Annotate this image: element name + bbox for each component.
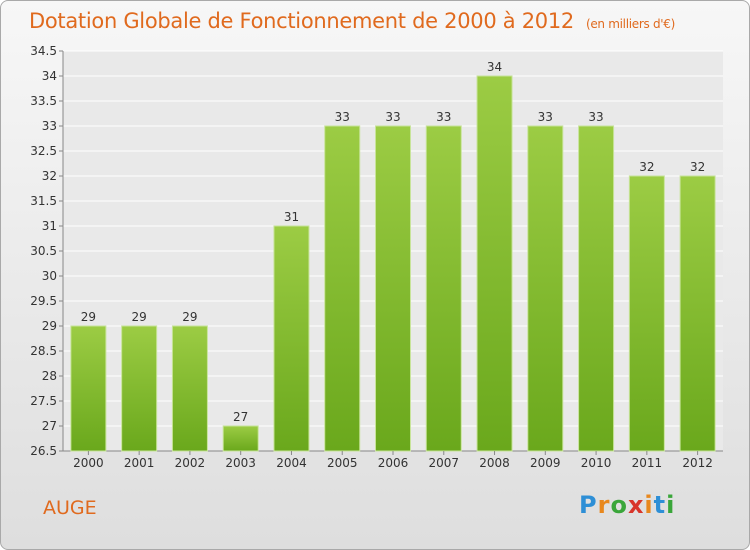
x-tick-label: 2008 xyxy=(479,456,510,470)
commune-name: AUGE xyxy=(43,497,97,519)
y-tick-label: 29.5 xyxy=(30,294,57,308)
y-tick-label: 27.5 xyxy=(30,394,57,408)
logo-letter: t xyxy=(653,491,667,519)
bar-value-label: 29 xyxy=(182,310,197,324)
logo-letter: i xyxy=(644,491,654,519)
bar xyxy=(425,125,462,452)
y-tick-label: 26.5 xyxy=(30,444,57,458)
bar xyxy=(222,425,259,452)
proxiti-logo: Proxiti xyxy=(579,491,675,519)
bar xyxy=(679,175,716,452)
y-tick-label: 30 xyxy=(42,269,57,283)
y-tick-label: 28.5 xyxy=(30,344,57,358)
bar-value-label: 34 xyxy=(487,60,502,74)
y-tick-label: 30.5 xyxy=(30,244,57,258)
x-tick-label: 2007 xyxy=(428,456,459,470)
y-tick-label: 34.5 xyxy=(30,44,57,58)
x-tick-label: 2006 xyxy=(378,456,409,470)
x-tick-label: 2002 xyxy=(175,456,206,470)
bar-value-label: 31 xyxy=(284,210,299,224)
bar xyxy=(324,125,361,452)
bar-value-label: 33 xyxy=(385,110,400,124)
y-tick-label: 28 xyxy=(42,369,57,383)
y-tick-label: 33 xyxy=(42,119,57,133)
bar xyxy=(171,325,208,452)
x-tick-label: 2011 xyxy=(632,456,663,470)
bar xyxy=(628,175,665,452)
y-tick-label: 29 xyxy=(42,319,57,333)
bar xyxy=(476,75,513,452)
bar-value-label: 29 xyxy=(132,310,147,324)
y-tick-label: 34 xyxy=(42,69,57,83)
x-tick-label: 2012 xyxy=(682,456,713,470)
bar-value-label: 32 xyxy=(690,160,705,174)
y-tick-label: 31 xyxy=(42,219,57,233)
x-tick-label: 2004 xyxy=(276,456,307,470)
bar-value-label: 33 xyxy=(335,110,350,124)
bar xyxy=(121,325,158,452)
bar-value-label: 32 xyxy=(639,160,654,174)
bar-value-label: 33 xyxy=(436,110,451,124)
logo-letter: x xyxy=(627,491,645,519)
y-tick-label: 27 xyxy=(42,419,57,433)
bar xyxy=(578,125,615,452)
x-tick-label: 2009 xyxy=(530,456,561,470)
x-tick-label: 2005 xyxy=(327,456,358,470)
bar-value-label: 33 xyxy=(588,110,603,124)
x-tick-label: 2010 xyxy=(581,456,612,470)
y-tick-label: 31.5 xyxy=(30,194,57,208)
bar xyxy=(273,225,310,452)
logo-letter: r xyxy=(597,491,611,519)
x-tick-label: 2001 xyxy=(124,456,155,470)
bar xyxy=(375,125,411,452)
logo-letter: P xyxy=(579,491,598,519)
bar-value-label: 27 xyxy=(233,410,248,424)
bar-value-label: 29 xyxy=(81,310,96,324)
bar-value-label: 33 xyxy=(538,110,553,124)
chart-subtitle: (en milliers d'€) xyxy=(585,17,675,31)
bar xyxy=(70,325,107,452)
x-tick-label: 2000 xyxy=(73,456,104,470)
y-tick-label: 33.5 xyxy=(30,94,57,108)
y-tick-label: 32.5 xyxy=(30,144,57,158)
y-tick-label: 32 xyxy=(42,169,57,183)
logo-letter: i xyxy=(666,491,676,519)
chart-title: Dotation Globale de Fonctionnement de 20… xyxy=(29,9,675,33)
bar xyxy=(527,125,564,452)
x-tick-label: 2003 xyxy=(225,456,256,470)
logo-letter: o xyxy=(610,491,628,519)
chart-title-text: Dotation Globale de Fonctionnement de 20… xyxy=(29,9,574,33)
